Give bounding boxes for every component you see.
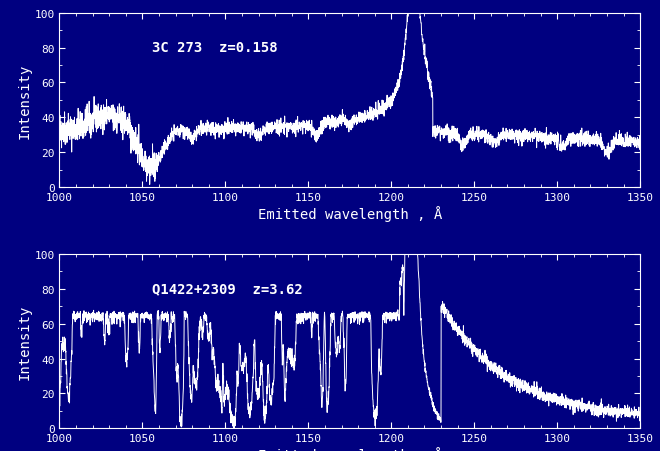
X-axis label: Emitted wavelength , Å: Emitted wavelength , Å: [257, 206, 442, 221]
Y-axis label: Intensity: Intensity: [18, 63, 32, 138]
X-axis label: Emitted wavelength , Å: Emitted wavelength , Å: [257, 446, 442, 451]
Text: Q1422+2309  z=3.62: Q1422+2309 z=3.62: [152, 281, 303, 295]
Text: 3C 273  z=0.158: 3C 273 z=0.158: [152, 41, 278, 55]
Y-axis label: Intensity: Intensity: [18, 304, 32, 379]
